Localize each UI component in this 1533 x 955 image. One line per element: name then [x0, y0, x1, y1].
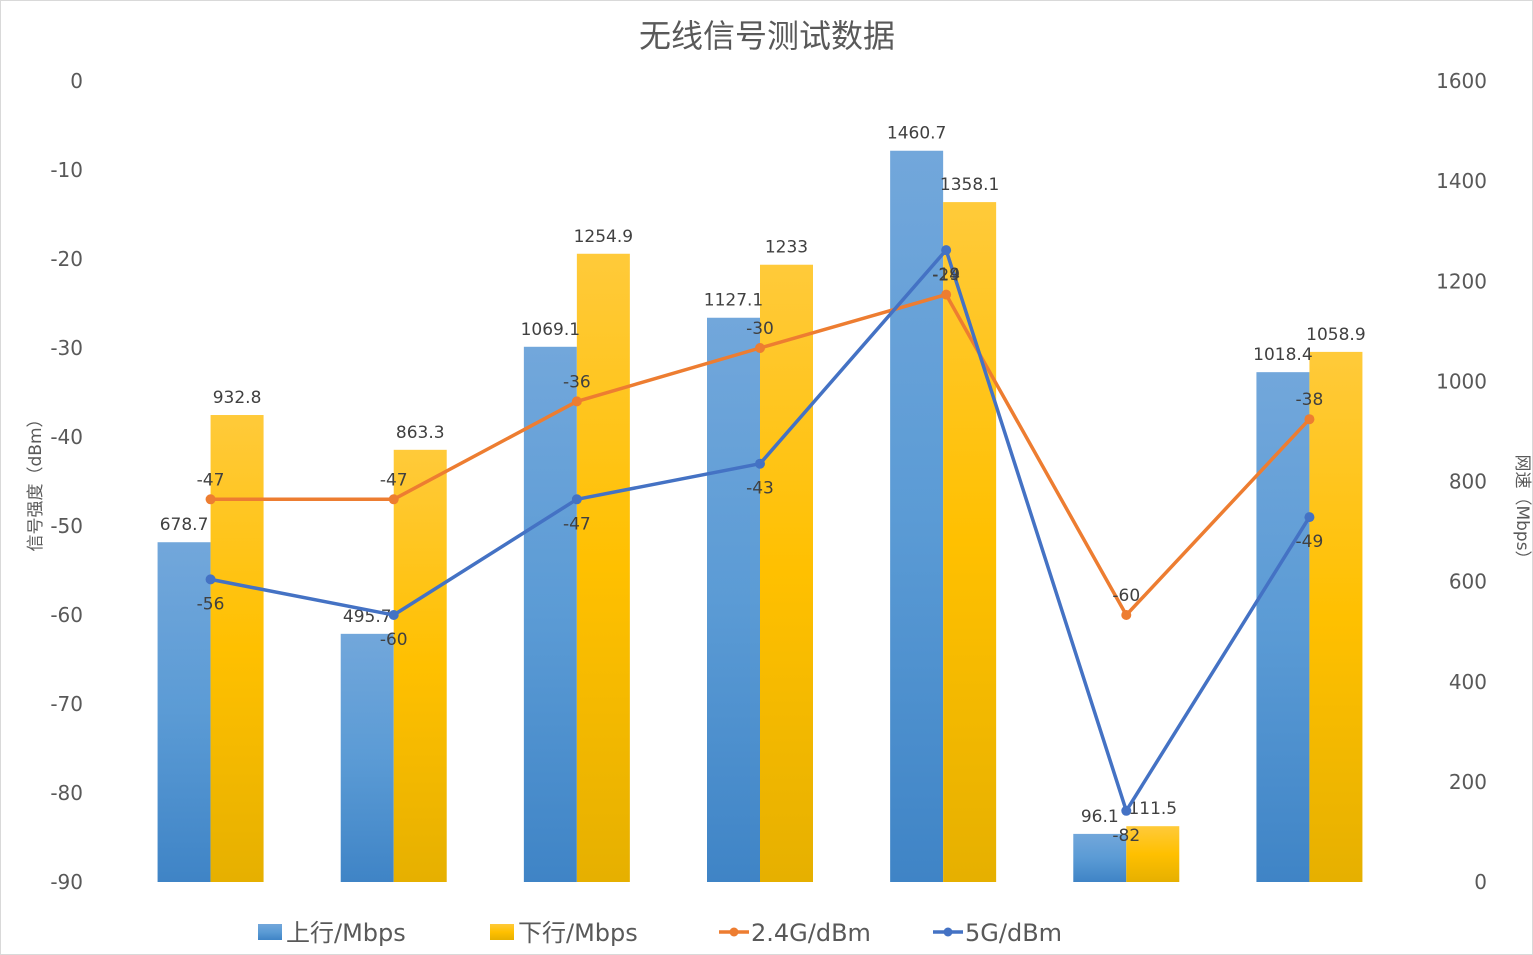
- bar-data-label: 863.3: [396, 423, 445, 443]
- line-point: [571, 494, 582, 505]
- line-data-label: -82: [1112, 826, 1140, 846]
- line-data-label: -43: [746, 479, 774, 499]
- line-data-labels: -47 -47 -36 -30 -24 -60 -38 -56 -60 -47 -43 -19 -82 -…: [197, 265, 1324, 846]
- line-point: [941, 245, 952, 256]
- line-data-label: -60: [380, 630, 408, 650]
- right-tick-label: 1400: [1436, 169, 1487, 193]
- right-tick-label: 800: [1449, 470, 1487, 494]
- left-tick-label: -60: [50, 603, 83, 627]
- line-data-label: -49: [1296, 532, 1324, 552]
- bar-download: [1126, 826, 1180, 882]
- line-series-group: [205, 245, 1315, 816]
- left-axis: 0 -10 -20 -30 -40 -50 -60 -70 -80 -90: [50, 69, 83, 894]
- right-tick-label: 200: [1449, 770, 1487, 794]
- bar-download: [943, 202, 997, 882]
- bar-upload: [340, 633, 394, 882]
- right-tick-label: 0: [1474, 870, 1487, 894]
- left-tick-label: -70: [50, 692, 83, 716]
- right-axis: 1600 1400 1200 1000 800 600 400 200 0: [1436, 69, 1487, 894]
- line-data-label: -24: [932, 266, 960, 286]
- bar-download: [1309, 351, 1363, 882]
- line-point: [755, 343, 765, 353]
- legend: 上行/Mbps 下行/Mbps 2.4G/dBm 5G/dBm: [258, 919, 1062, 947]
- legend-swatch: [490, 924, 514, 940]
- line-point: [571, 396, 582, 407]
- left-tick-label: -30: [50, 336, 83, 360]
- left-tick-label: 0: [70, 69, 83, 93]
- bar-upload: [523, 346, 577, 882]
- bar-data-label: 1018.4: [1253, 345, 1312, 365]
- legend-label: 2.4G/dBm: [751, 919, 871, 947]
- bar-data-label: 1233: [765, 238, 808, 258]
- right-tick-label: 1600: [1436, 69, 1487, 93]
- right-tick-label: 400: [1449, 670, 1487, 694]
- legend-swatch: [258, 924, 282, 940]
- line-point: [941, 289, 952, 300]
- line-point: [205, 494, 216, 505]
- bar-data-label: 1058.9: [1306, 325, 1365, 345]
- legend-label: 5G/dBm: [965, 919, 1062, 947]
- bar-data-label: 1254.9: [574, 227, 633, 247]
- line-point: [1121, 610, 1132, 620]
- bar-data-label: 1069.1: [521, 320, 580, 340]
- line-data-label: -19: [932, 265, 960, 285]
- bar-data-label: 96.1: [1081, 807, 1119, 827]
- bar-download: [760, 264, 813, 882]
- bar-data-label: 1460.7: [887, 124, 946, 144]
- line-data-label: -56: [197, 594, 225, 614]
- legend-label: 下行/Mbps: [518, 919, 638, 947]
- legend-marker: [729, 927, 739, 937]
- bar-download: [576, 253, 630, 882]
- left-tick-label: -40: [50, 425, 83, 449]
- line-point: [755, 458, 765, 469]
- bar-download: [210, 415, 264, 882]
- left-tick-label: -20: [50, 247, 83, 271]
- left-tick-label: -10: [50, 158, 83, 182]
- bar-upload: [707, 317, 760, 882]
- line-point: [205, 574, 216, 585]
- bar-upload: [890, 150, 944, 882]
- bar-data-label: 111.5: [1128, 799, 1177, 819]
- line-data-label: -38: [1296, 390, 1324, 410]
- legend-marker: [943, 927, 953, 937]
- line-point: [1304, 512, 1315, 523]
- bar-data-label: 1127.1: [704, 291, 763, 311]
- left-tick-label: -80: [50, 781, 83, 805]
- chart-title: 无线信号测试数据: [639, 17, 895, 55]
- line-point: [388, 610, 399, 620]
- right-axis-title: 网速（Mbps）: [1512, 454, 1532, 567]
- line-point: [1121, 805, 1132, 816]
- line-data-label: -60: [1112, 586, 1140, 606]
- bar-data-label: 1358.1: [940, 175, 999, 195]
- bar-series-group: [157, 150, 1363, 882]
- right-tick-label: 1200: [1436, 269, 1487, 293]
- line-data-label: -47: [197, 470, 225, 490]
- legend-label: 上行/Mbps: [286, 919, 406, 947]
- bar-upload: [1256, 372, 1310, 882]
- left-axis-title: 信号强度（dBm）: [26, 410, 46, 551]
- line-point: [1304, 414, 1315, 425]
- bar-data-label: 678.7: [160, 515, 209, 535]
- left-tick-label: -90: [50, 870, 83, 894]
- bar-data-label: 932.8: [213, 388, 262, 408]
- bar-download: [393, 449, 447, 882]
- line-data-label: -47: [563, 514, 591, 534]
- line-data-label: -47: [380, 470, 408, 490]
- bar-upload: [157, 542, 211, 882]
- right-tick-label: 600: [1449, 570, 1487, 594]
- line-data-label: -30: [746, 319, 774, 339]
- left-tick-label: -50: [50, 514, 83, 538]
- right-tick-label: 1000: [1436, 369, 1487, 393]
- line-point: [388, 494, 399, 505]
- line-data-label: -36: [563, 372, 591, 392]
- bar-upload: [1073, 833, 1127, 882]
- bar-data-labels: 678.7495.71069.11127.11460.796.11018.493…: [160, 124, 1366, 827]
